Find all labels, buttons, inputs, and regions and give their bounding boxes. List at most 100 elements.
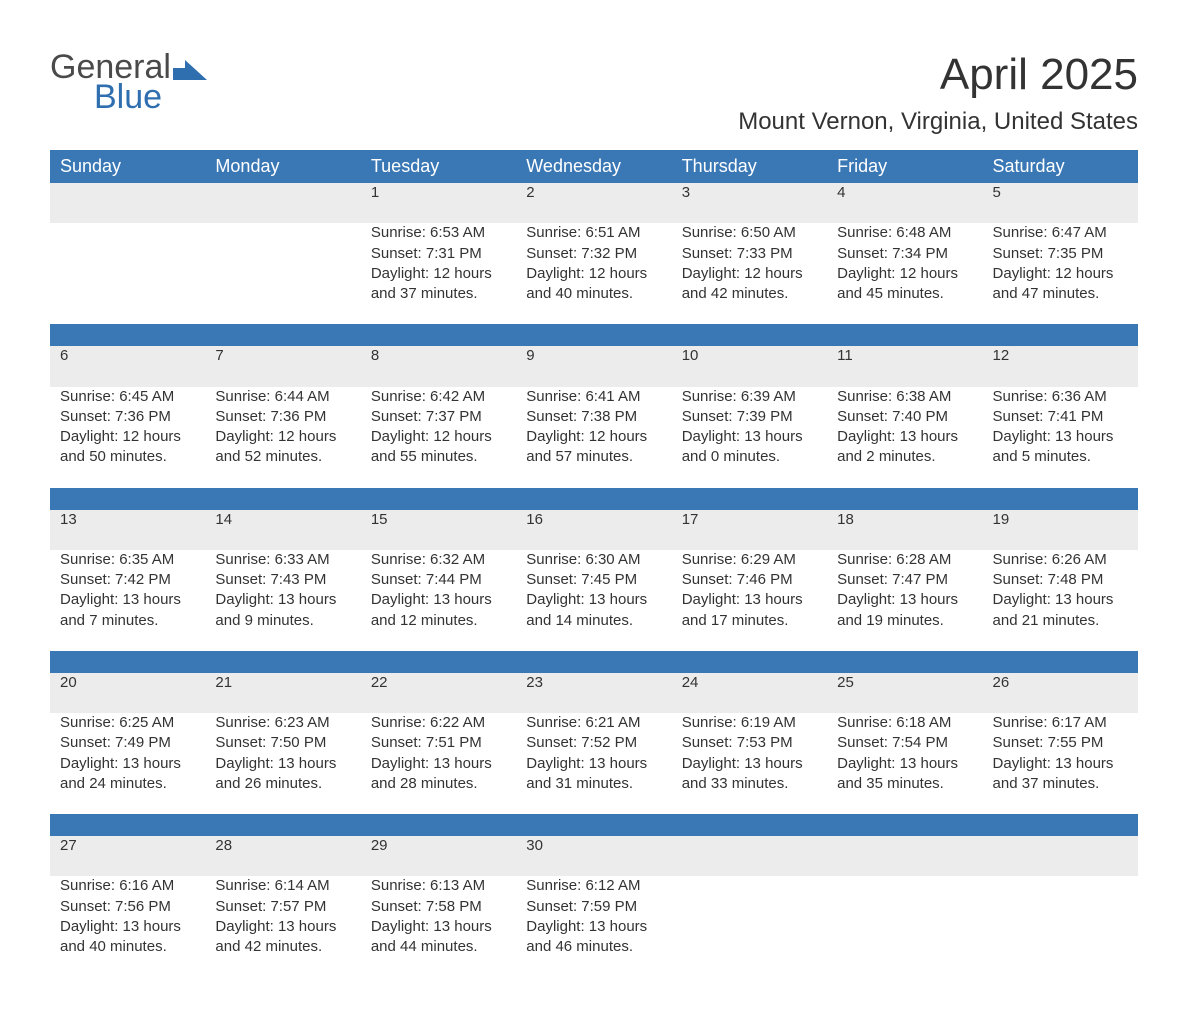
separator-cell <box>672 324 827 346</box>
sunset-line: Sunset: 7:44 PM <box>371 570 506 590</box>
separator-cell <box>983 324 1138 346</box>
daylight-line-1: Daylight: 13 hours <box>682 590 817 610</box>
daylight-line-2: and 9 minutes. <box>215 611 350 631</box>
sunset-line: Sunset: 7:35 PM <box>993 244 1128 264</box>
day-number: 2 <box>516 183 671 223</box>
daylight-line-1: Daylight: 12 hours <box>837 264 972 284</box>
separator-cell <box>827 488 982 510</box>
weekday-friday: Friday <box>827 150 982 183</box>
daylight-line-2: and 33 minutes. <box>682 774 817 794</box>
day-number: 4 <box>827 183 982 223</box>
daylight-line-1: Daylight: 13 hours <box>371 917 506 937</box>
day-number: 3 <box>672 183 827 223</box>
day-number-blank <box>827 836 982 876</box>
sunset-line: Sunset: 7:38 PM <box>526 407 661 427</box>
sunrise-line: Sunrise: 6:44 AM <box>215 387 350 407</box>
sunrise-line: Sunrise: 6:18 AM <box>837 713 972 733</box>
daylight-line-1: Daylight: 12 hours <box>371 427 506 447</box>
separator-cell <box>50 651 205 673</box>
day-number: 9 <box>516 346 671 386</box>
day-number: 10 <box>672 346 827 386</box>
day-cell: Sunrise: 6:29 AMSunset: 7:46 PMDaylight:… <box>672 550 827 651</box>
sunrise-line: Sunrise: 6:30 AM <box>526 550 661 570</box>
separator-cell <box>50 324 205 346</box>
sunrise-line: Sunrise: 6:39 AM <box>682 387 817 407</box>
daylight-line-1: Daylight: 13 hours <box>837 427 972 447</box>
day-cell-blank <box>827 876 982 977</box>
sunset-line: Sunset: 7:57 PM <box>215 897 350 917</box>
day-cell-blank <box>50 223 205 324</box>
daylight-line-1: Daylight: 13 hours <box>526 754 661 774</box>
weekday-wednesday: Wednesday <box>516 150 671 183</box>
sunset-line: Sunset: 7:47 PM <box>837 570 972 590</box>
day-content-row: Sunrise: 6:16 AMSunset: 7:56 PMDaylight:… <box>50 876 1138 977</box>
separator-cell <box>205 651 360 673</box>
sunrise-line: Sunrise: 6:16 AM <box>60 876 195 896</box>
day-number: 21 <box>205 673 360 713</box>
daylight-line-2: and 7 minutes. <box>60 611 195 631</box>
daylight-line-1: Daylight: 13 hours <box>60 754 195 774</box>
sunset-line: Sunset: 7:58 PM <box>371 897 506 917</box>
day-cell: Sunrise: 6:17 AMSunset: 7:55 PMDaylight:… <box>983 713 1138 814</box>
sunrise-line: Sunrise: 6:48 AM <box>837 223 972 243</box>
sunrise-line: Sunrise: 6:17 AM <box>993 713 1128 733</box>
daylight-line-1: Daylight: 13 hours <box>60 917 195 937</box>
daylight-line-1: Daylight: 13 hours <box>215 917 350 937</box>
weekday-thursday: Thursday <box>672 150 827 183</box>
daylight-line-1: Daylight: 13 hours <box>215 590 350 610</box>
sunset-line: Sunset: 7:31 PM <box>371 244 506 264</box>
sunrise-line: Sunrise: 6:23 AM <box>215 713 350 733</box>
day-cell: Sunrise: 6:36 AMSunset: 7:41 PMDaylight:… <box>983 387 1138 488</box>
sunrise-line: Sunrise: 6:12 AM <box>526 876 661 896</box>
sunrise-line: Sunrise: 6:47 AM <box>993 223 1128 243</box>
daylight-line-2: and 37 minutes. <box>371 284 506 304</box>
sunrise-line: Sunrise: 6:21 AM <box>526 713 661 733</box>
separator-cell <box>361 651 516 673</box>
separator-cell <box>672 488 827 510</box>
daylight-line-2: and 37 minutes. <box>993 774 1128 794</box>
sunset-line: Sunset: 7:43 PM <box>215 570 350 590</box>
separator-cell <box>361 488 516 510</box>
location-subtitle: Mount Vernon, Virginia, United States <box>738 108 1138 136</box>
day-cell: Sunrise: 6:47 AMSunset: 7:35 PMDaylight:… <box>983 223 1138 324</box>
day-cell: Sunrise: 6:39 AMSunset: 7:39 PMDaylight:… <box>672 387 827 488</box>
daylight-line-2: and 55 minutes. <box>371 447 506 467</box>
day-number: 6 <box>50 346 205 386</box>
sunrise-line: Sunrise: 6:32 AM <box>371 550 506 570</box>
separator-cell <box>205 814 360 836</box>
month-year-title: April 2025 <box>738 50 1138 100</box>
sunrise-line: Sunrise: 6:38 AM <box>837 387 972 407</box>
daylight-line-2: and 40 minutes. <box>526 284 661 304</box>
daylight-line-1: Daylight: 13 hours <box>215 754 350 774</box>
day-number-blank <box>205 183 360 223</box>
sunrise-line: Sunrise: 6:42 AM <box>371 387 506 407</box>
separator-cell <box>827 814 982 836</box>
sunset-line: Sunset: 7:49 PM <box>60 733 195 753</box>
daylight-line-2: and 28 minutes. <box>371 774 506 794</box>
day-cell: Sunrise: 6:22 AMSunset: 7:51 PMDaylight:… <box>361 713 516 814</box>
daylight-line-2: and 42 minutes. <box>682 284 817 304</box>
day-number: 5 <box>983 183 1138 223</box>
sunset-line: Sunset: 7:55 PM <box>993 733 1128 753</box>
week-separator <box>50 814 1138 836</box>
daylight-line-2: and 21 minutes. <box>993 611 1128 631</box>
day-cell: Sunrise: 6:33 AMSunset: 7:43 PMDaylight:… <box>205 550 360 651</box>
sunrise-line: Sunrise: 6:51 AM <box>526 223 661 243</box>
day-number-row: 20212223242526 <box>50 673 1138 713</box>
day-number: 29 <box>361 836 516 876</box>
day-cell: Sunrise: 6:45 AMSunset: 7:36 PMDaylight:… <box>50 387 205 488</box>
day-cell-blank <box>672 876 827 977</box>
day-cell: Sunrise: 6:50 AMSunset: 7:33 PMDaylight:… <box>672 223 827 324</box>
day-number: 28 <box>205 836 360 876</box>
separator-cell <box>827 651 982 673</box>
sunset-line: Sunset: 7:46 PM <box>682 570 817 590</box>
daylight-line-2: and 50 minutes. <box>60 447 195 467</box>
brand-mark-icon <box>173 60 209 80</box>
day-cell-blank <box>205 223 360 324</box>
day-cell: Sunrise: 6:51 AMSunset: 7:32 PMDaylight:… <box>516 223 671 324</box>
day-cell: Sunrise: 6:44 AMSunset: 7:36 PMDaylight:… <box>205 387 360 488</box>
sunrise-line: Sunrise: 6:13 AM <box>371 876 506 896</box>
daylight-line-2: and 19 minutes. <box>837 611 972 631</box>
day-number: 17 <box>672 510 827 550</box>
day-number: 30 <box>516 836 671 876</box>
